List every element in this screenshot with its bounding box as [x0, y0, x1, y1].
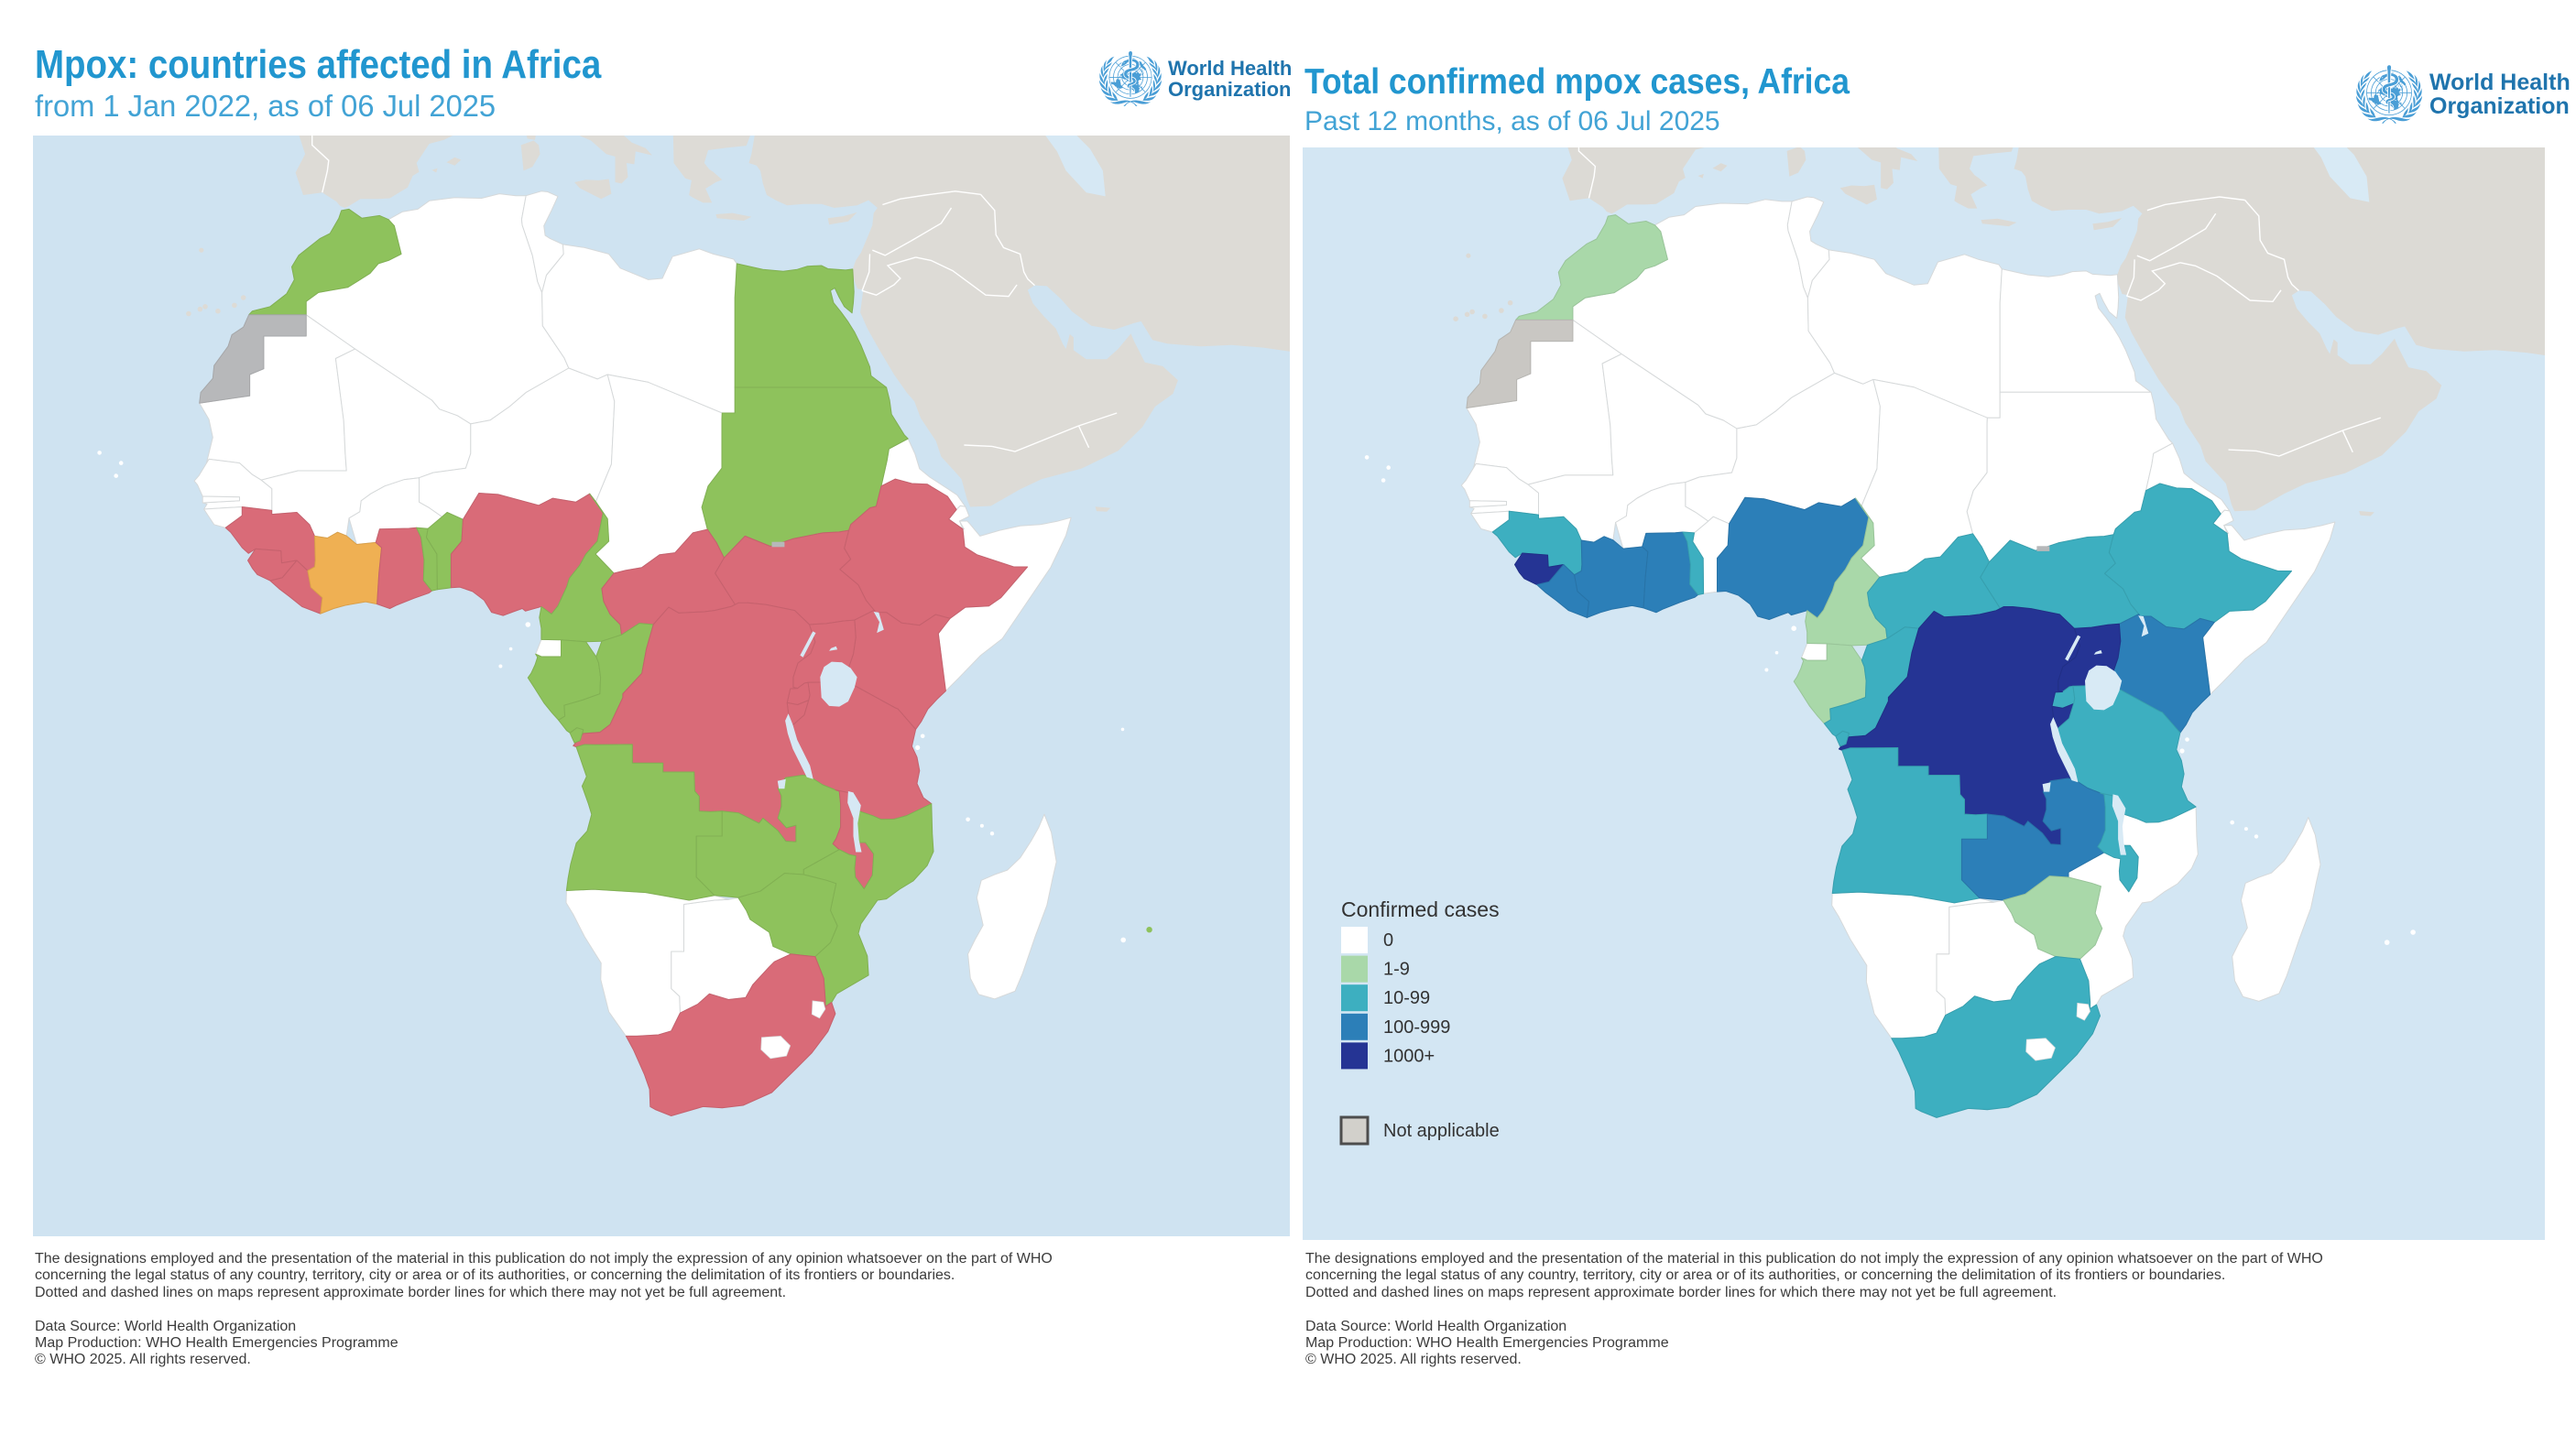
- svg-text:100-999: 100-999: [1383, 1017, 1450, 1038]
- svg-text:Not applicable: Not applicable: [1383, 1121, 1500, 1141]
- svg-text:0: 0: [1383, 930, 1393, 951]
- svg-text:10-99: 10-99: [1383, 988, 1430, 1008]
- svg-text:Confirmed cases: Confirmed cases: [1341, 897, 1500, 921]
- svg-text:1000+: 1000+: [1383, 1046, 1435, 1066]
- svg-text:1-9: 1-9: [1383, 960, 1410, 980]
